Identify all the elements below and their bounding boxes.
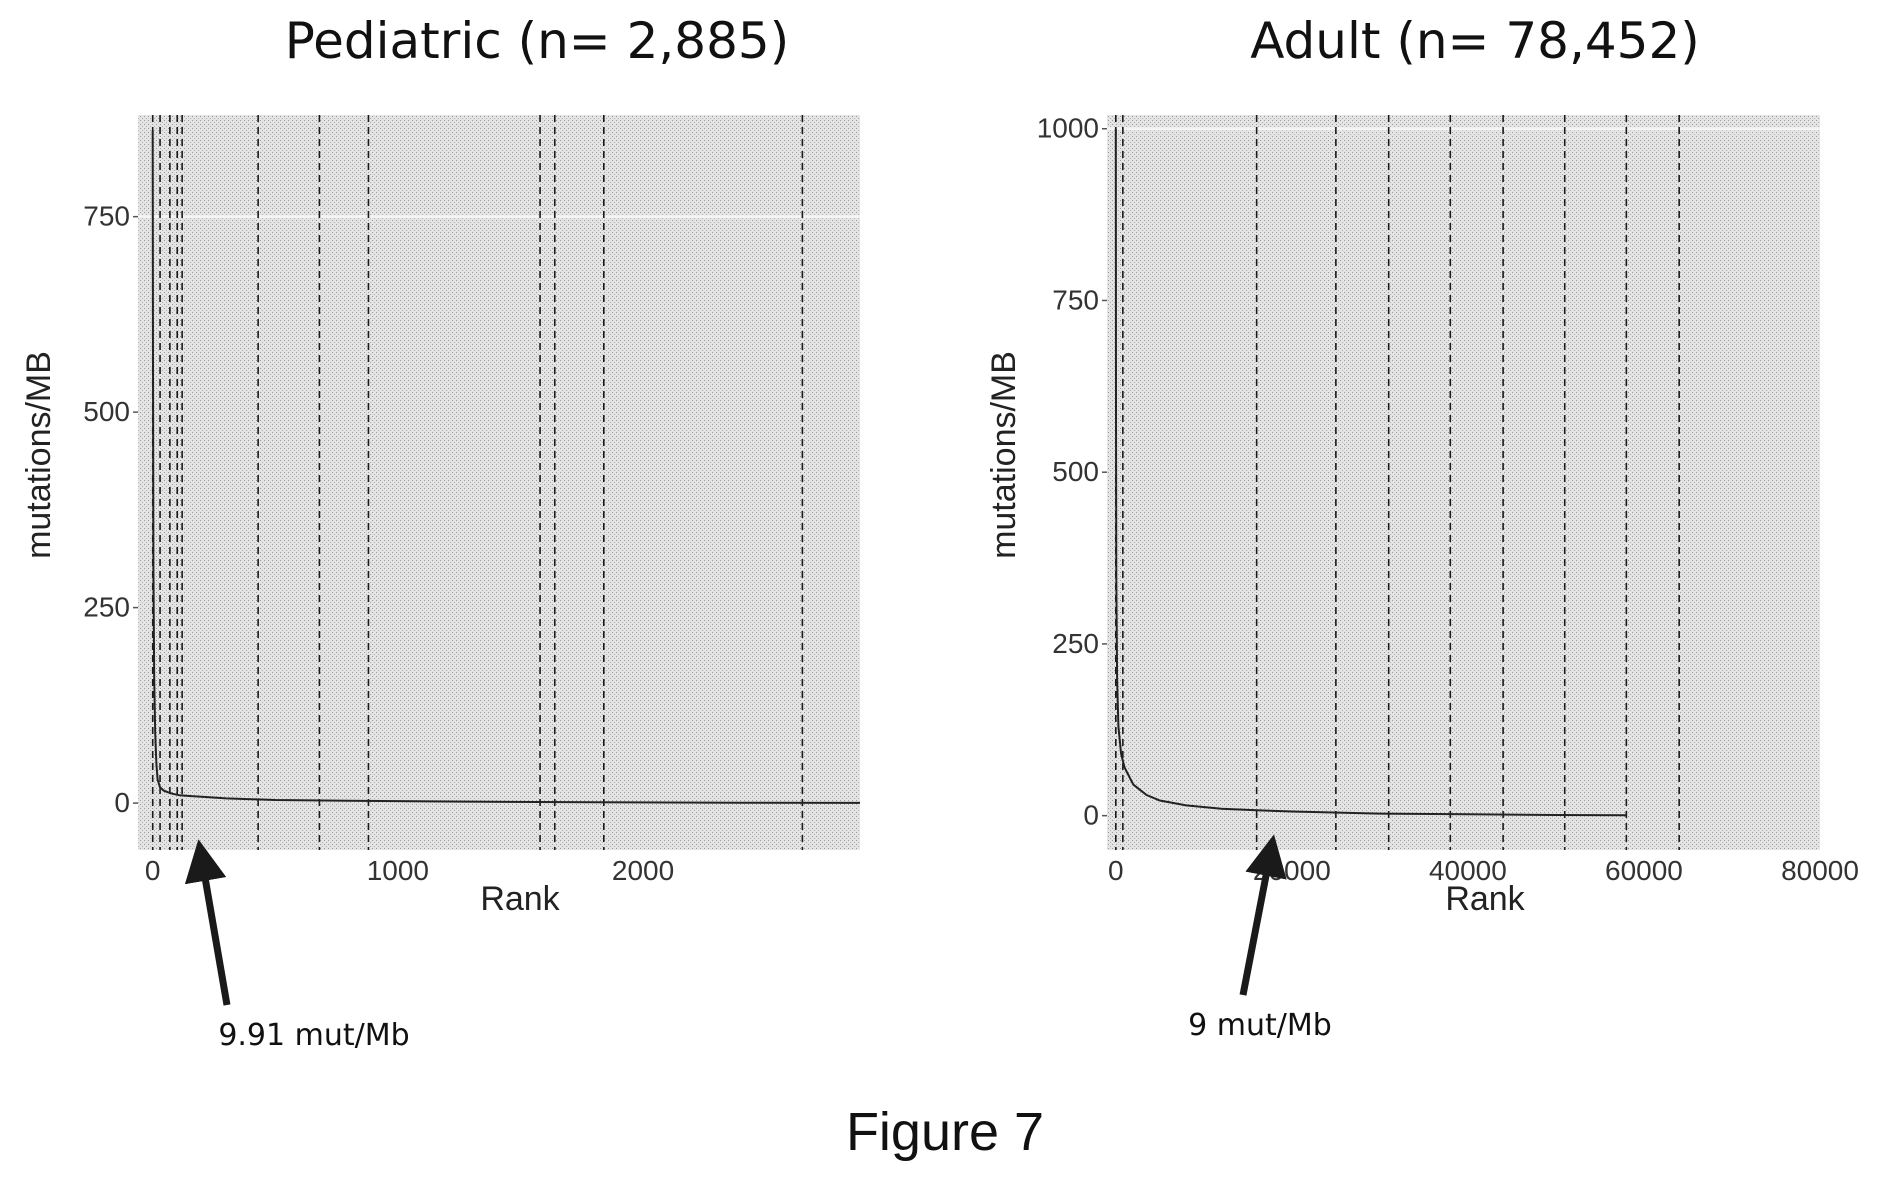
y-tick-label: 500	[1052, 456, 1099, 487]
x-tick-label: 80000	[1781, 855, 1859, 886]
x-tick-label: 2000	[612, 855, 674, 886]
y-tick-label: 250	[1052, 628, 1099, 659]
annotation-arrow	[184, 839, 231, 1006]
y-tick-label: 750	[83, 201, 130, 232]
x-axis-label: Rank	[480, 880, 560, 918]
y-tick-label: 250	[83, 592, 130, 623]
y-tick-label: 0	[1083, 800, 1099, 831]
y-axis-label: mutations/MB	[985, 351, 1023, 559]
annotation-arrow	[1239, 834, 1287, 996]
y-axis-label: mutations/MB	[20, 351, 58, 559]
plot-background	[138, 115, 860, 850]
x-tick-label: 0	[145, 855, 161, 886]
x-axis-label: Rank	[1445, 880, 1525, 918]
data-line	[151, 130, 861, 804]
pediatric-chart: Pediatric (n= 2,885) 0 250 500 750 0 1000 2000…	[20, 12, 861, 1053]
figure-caption: Figure 7	[846, 1102, 1044, 1162]
plot-panel: 0 250 500 750 0 1000 2000	[83, 115, 861, 886]
x-tick-label: 1000	[367, 855, 429, 886]
chart-title: Pediatric (n= 2,885)	[285, 12, 789, 70]
y-tick-label: 500	[83, 396, 130, 427]
x-tick-label: 0	[1108, 855, 1124, 886]
chart-title: Adult (n= 78,452)	[1250, 12, 1700, 70]
annotation-label: 9 mut/Mb	[1188, 1008, 1332, 1043]
annotation-label: 9.91 mut/Mb	[218, 1018, 409, 1053]
data-line	[1114, 128, 1627, 817]
x-tick-label: 40000	[1429, 855, 1507, 886]
plot-background	[1107, 115, 1820, 850]
y-tick-label: 0	[114, 787, 130, 818]
y-tick-label: 750	[1052, 284, 1099, 315]
y-tick-label: 1000	[1037, 113, 1099, 144]
x-tick-label: 60000	[1605, 855, 1683, 886]
